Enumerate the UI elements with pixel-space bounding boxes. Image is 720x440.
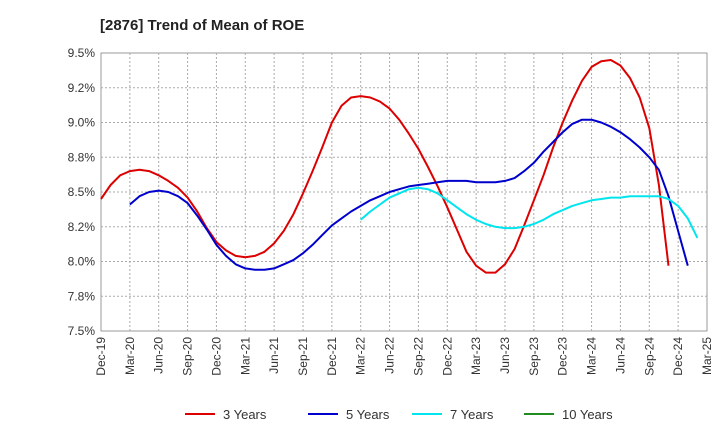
y-axis: 7.5% 7.8% 8.0% 8.2% 8.5% 8.8% 9.0% 9.2% 9.5% (68, 46, 96, 338)
y-tick-label: 9.0% (68, 116, 96, 130)
y-tick-label: 9.2% (68, 81, 96, 95)
y-tick-label: 8.8% (68, 150, 96, 164)
x-tick-label: Sep-20 (181, 337, 195, 376)
x-tick-label: Jun-23 (498, 337, 512, 374)
x-tick-label: Dec-21 (325, 337, 339, 376)
y-tick-label: 7.8% (68, 289, 96, 303)
x-tick-label: Mar-20 (123, 337, 137, 375)
legend-label: 10 Years (562, 407, 613, 422)
x-tick-label: Sep-21 (296, 337, 310, 376)
chart-title: [2876] Trend of Mean of ROE (100, 17, 304, 34)
x-tick-label: Mar-24 (585, 337, 599, 375)
x-axis: Dec-19 Mar-20 Jun-20 Sep-20 Dec-20 Mar-21 Jun-… (94, 337, 714, 376)
x-tick-label: Mar-22 (354, 337, 368, 375)
legend-label: 7 Years (450, 407, 494, 422)
grid-lines (101, 53, 707, 331)
x-tick-label: Dec-20 (209, 337, 223, 376)
y-tick-label: 8.5% (68, 185, 96, 199)
y-tick-label: 9.5% (68, 46, 96, 60)
y-tick-label: 8.0% (68, 255, 96, 269)
x-tick-label: Dec-23 (556, 337, 570, 376)
legend-label: 3 Years (223, 407, 267, 422)
series-line (360, 186, 699, 239)
x-tick-label: Sep-22 (411, 337, 425, 376)
legend: 3 Years 5 Years 7 Years 10 Years (185, 407, 613, 422)
x-tick-label: Jun-20 (152, 337, 166, 374)
x-tick-label: Sep-23 (527, 337, 541, 376)
series-line (100, 59, 670, 274)
x-tick-label: Mar-21 (238, 337, 252, 375)
x-tick-label: Sep-24 (642, 337, 656, 376)
x-tick-label: Dec-19 (94, 337, 108, 376)
y-tick-label: 7.5% (68, 324, 96, 338)
x-tick-label: Jun-21 (267, 337, 281, 374)
x-tick-label: Mar-23 (469, 337, 483, 375)
series-line (129, 118, 689, 271)
x-tick-label: Jun-24 (613, 337, 627, 374)
x-tick-label: Jun-22 (383, 337, 397, 374)
series-lines (100, 59, 699, 274)
x-tick-label: Dec-24 (671, 337, 685, 376)
y-tick-label: 8.2% (68, 220, 96, 234)
x-tick-label: Dec-22 (440, 337, 454, 376)
legend-label: 5 Years (346, 407, 390, 422)
x-tick-label: Mar-25 (700, 337, 714, 375)
